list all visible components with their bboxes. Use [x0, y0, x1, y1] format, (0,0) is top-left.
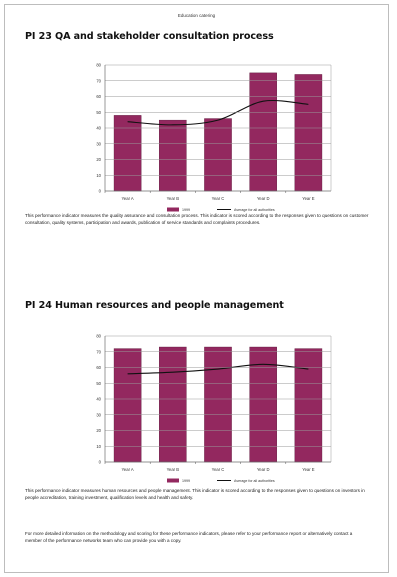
y-tick-label: 0	[99, 460, 102, 465]
legend-swatch-bar	[167, 478, 179, 483]
y-tick-label: 40	[96, 397, 101, 402]
y-tick-label: 10	[96, 173, 101, 178]
y-tick-label: 20	[96, 428, 101, 433]
running-head: Education catering	[177, 13, 216, 18]
bar	[159, 119, 187, 192]
x-tick-label: Year E	[302, 196, 315, 201]
document-page: Education catering PI 23 QA and stakehol…	[4, 4, 389, 573]
y-tick-label: 80	[96, 334, 101, 339]
y-tick-label: 30	[96, 141, 101, 146]
ticks: 0 10 20 30 40 50 60 70 80 Year A Year B Year C Year …	[96, 63, 332, 201]
average-line	[127, 99, 309, 126]
footer-paragraph: For more detailed information on the met…	[25, 531, 353, 543]
y-tick-label: 60	[96, 365, 101, 370]
bar	[204, 118, 232, 192]
average-line	[127, 363, 309, 375]
y-tick-label: 40	[96, 126, 101, 131]
bar	[294, 74, 323, 192]
y-tick-label: 10	[96, 444, 101, 449]
y-tick-label: 50	[96, 110, 101, 115]
bar-series	[113, 72, 323, 192]
y-tick-label: 70	[96, 349, 101, 354]
x-tick-label: Year D	[257, 196, 270, 201]
bar	[249, 72, 277, 192]
bar	[204, 346, 232, 463]
line-series	[127, 99, 309, 126]
legend-swatch-bar	[167, 207, 179, 212]
bar-series	[113, 346, 323, 463]
x-tick-label: Year D	[257, 467, 270, 472]
x-tick-label: Year B	[167, 467, 180, 472]
ticks: 0 10 20 30 40 50 60 70 80 Year A Year B Year C Year …	[96, 334, 332, 472]
legend-label-bar: 1999	[182, 479, 190, 483]
x-tick-label: Year C	[212, 196, 225, 201]
y-tick-label: 20	[96, 157, 101, 162]
legend-label-bar: 1999	[182, 208, 190, 212]
bar	[113, 115, 142, 192]
x-tick-label: Year B	[167, 196, 180, 201]
x-tick-label: Year A	[122, 467, 134, 472]
y-tick-label: 0	[99, 189, 102, 194]
x-tick-label: Year E	[302, 467, 315, 472]
bar	[113, 348, 142, 463]
y-tick-label: 50	[96, 381, 101, 386]
y-tick-label: 60	[96, 94, 101, 99]
legend-label-line: Average for all authorities	[234, 208, 275, 212]
bar	[159, 346, 187, 463]
chart-pi24: 0 10 20 30 40 50 60 70 80 Year A Year B Year C Year …	[96, 334, 332, 483]
section-title-pi23: PI 23 QA and stakeholder consultation pr…	[25, 31, 274, 42]
paragraph-pi24: This performance indicator measures huma…	[25, 488, 365, 500]
x-tick-label: Year A	[122, 196, 134, 201]
chart-pi23: 0 10 20 30 40 50 60 70 80 Year A Year B Year C Year …	[96, 63, 332, 212]
bar	[294, 348, 323, 463]
bar	[249, 346, 277, 463]
line-series	[127, 363, 309, 375]
paragraph-pi23: This performance indicator measures the …	[25, 213, 369, 225]
section-title-pi24: PI 24 Human resources and people managem…	[25, 300, 284, 311]
legend-label-line: Average for all authorities	[234, 479, 275, 483]
y-tick-label: 70	[96, 78, 101, 83]
y-tick-label: 80	[96, 63, 101, 68]
y-tick-label: 30	[96, 412, 101, 417]
x-tick-label: Year C	[212, 467, 225, 472]
